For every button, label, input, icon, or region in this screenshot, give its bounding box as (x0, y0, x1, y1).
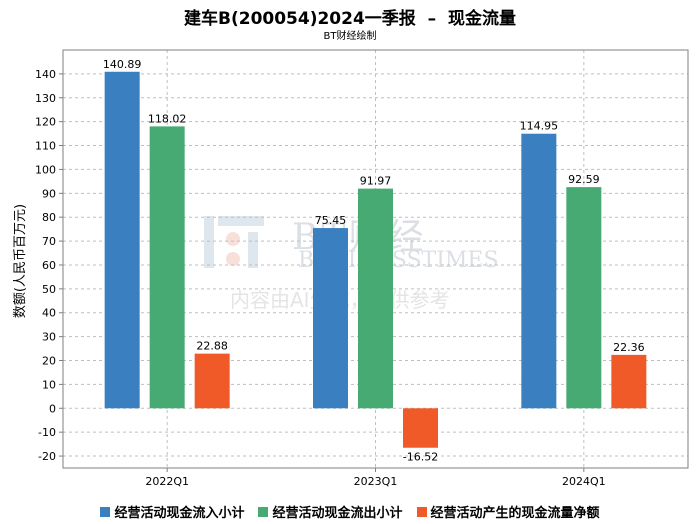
data-label: 75.45 (315, 214, 347, 227)
y-tick-label: -20 (38, 450, 56, 463)
data-label: 118.02 (148, 112, 187, 125)
bars (104, 71, 647, 448)
legend-swatch (258, 506, 269, 517)
x-tick-label: 2022Q1 (145, 475, 189, 488)
legend-item-1: 经营活动现金流出小计 (258, 502, 403, 521)
legend-item-0: 经营活动现金流入小计 (100, 502, 244, 521)
data-label: 92.59 (568, 173, 600, 186)
bar-series-2-2022Q1 (194, 353, 230, 409)
labels: -20 -10 0 10 20 30 40 50 60 70 80 90 100 110 120 130 140… (35, 58, 645, 488)
bar-series-0-2023Q1 (313, 228, 348, 409)
bar-series-2-2024Q1 (611, 354, 647, 409)
bar-series-1-2023Q1 (358, 188, 393, 409)
data-label: 22.36 (613, 341, 645, 354)
y-tick-label: 50 (42, 283, 56, 296)
y-tick-label: 100 (35, 163, 56, 176)
y-tick-label: 110 (35, 140, 56, 153)
axes (59, 49, 689, 472)
data-label: -16.52 (403, 451, 438, 464)
legend-label: 经营活动现金流入小计 (114, 506, 245, 521)
legend-item-2: 经营活动产生的现金流量净额 (416, 502, 600, 521)
bar-series-0-2024Q1 (521, 133, 557, 409)
chart-title: 建车B(200054)2024一季报 – 现金流量 (184, 9, 516, 29)
y-tick-label: 20 (42, 355, 56, 368)
y-tick-label: 0 (49, 402, 56, 415)
legend: 经营活动现金流入小计 经营活动现金流出小计 经营活动产生的现金流量净额 (0, 502, 700, 521)
bar-series-1-2022Q1 (149, 126, 185, 409)
y-tick-label: 130 (35, 92, 56, 105)
y-tick-label: 80 (42, 211, 56, 224)
y-tick-label: -10 (38, 426, 56, 439)
y-tick-label: 30 (42, 331, 56, 344)
data-label: 22.88 (196, 340, 228, 353)
bar-series-2-2023Q1 (403, 408, 438, 448)
data-label: 91.97 (360, 175, 392, 188)
chart-subtitle: BT财经绘制 (323, 31, 377, 42)
data-label: 140.89 (103, 58, 142, 71)
legend-swatch (100, 506, 111, 517)
y-tick-label: 120 (35, 116, 56, 129)
x-tick-label: 2023Q1 (354, 475, 398, 488)
y-tick-label: 40 (42, 307, 56, 320)
x-tick-label: 2024Q1 (562, 475, 606, 488)
y-axis-title: 数额(人民币百万元) (13, 204, 28, 318)
legend-label: 经营活动现金流出小计 (272, 506, 403, 521)
legend-label: 经营活动产生的现金流量净额 (430, 506, 600, 521)
y-tick-label: 60 (42, 259, 56, 272)
y-tick-label: 10 (42, 378, 56, 391)
legend-swatch (416, 506, 427, 517)
y-tick-label: 70 (42, 235, 56, 248)
bar-series-1-2024Q1 (566, 187, 602, 409)
bar-series-0-2022Q1 (104, 71, 140, 409)
y-tick-label: 90 (42, 187, 56, 200)
y-tick-label: 140 (35, 68, 56, 81)
data-label: 114.95 (520, 120, 559, 133)
